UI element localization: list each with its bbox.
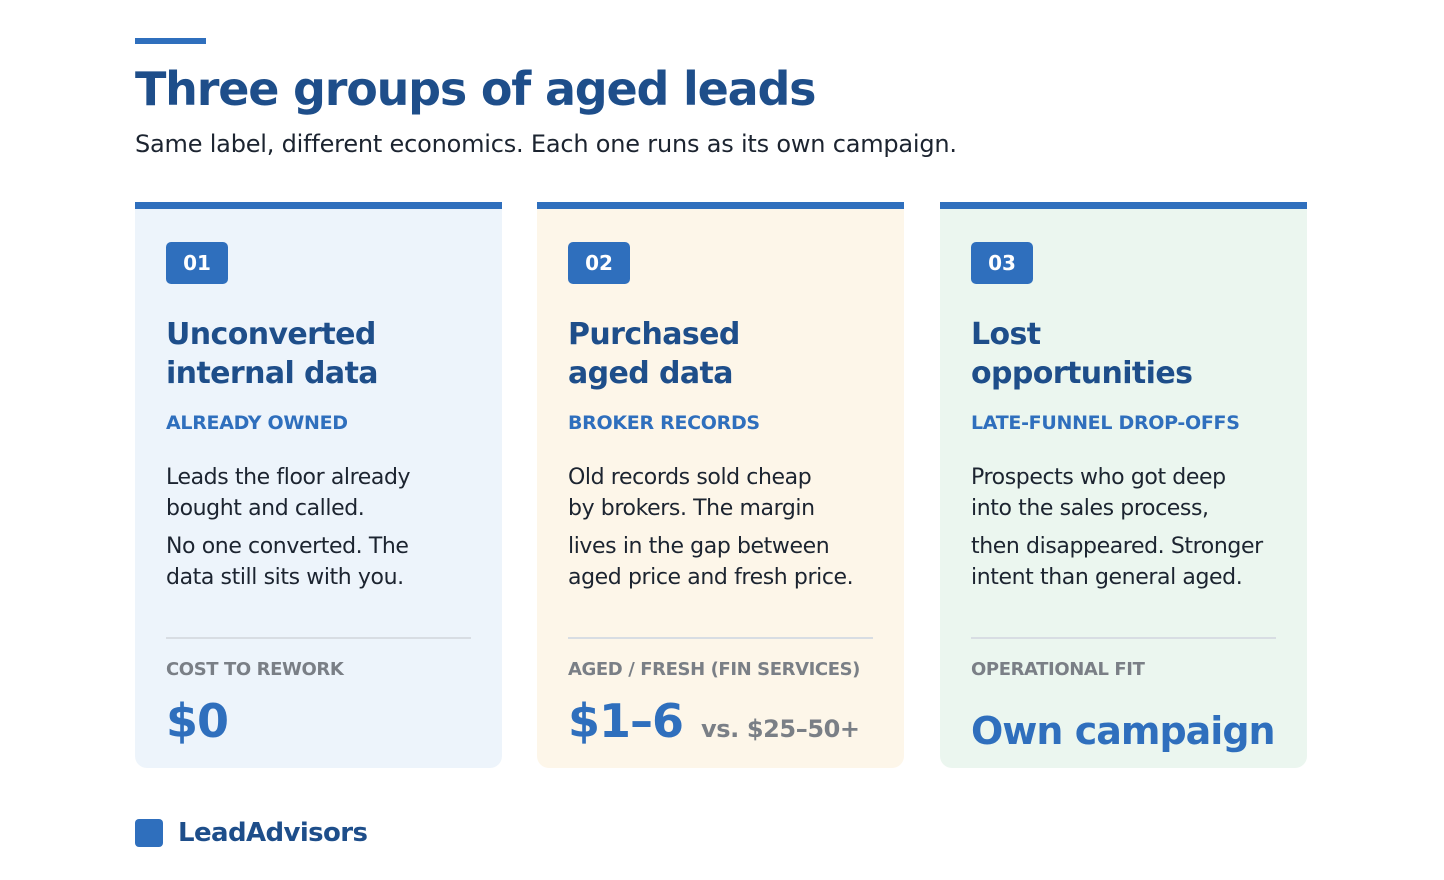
card-number-badge: 01 (166, 242, 228, 284)
card-description-line: Prospects who got deep (971, 465, 1226, 490)
card-title-line: opportunities (971, 356, 1193, 391)
card-title: Lost opportunities (971, 315, 1301, 393)
brand-name: LeadAdvisors (178, 818, 368, 848)
card-description-line: Leads the floor already (166, 465, 411, 490)
card-title-line: Lost (971, 317, 1041, 352)
card-description-line: aged price and fresh price. (568, 565, 854, 590)
card-description-line: lives in the gap between (568, 534, 830, 559)
card-title: Unconverted internal data (166, 315, 496, 393)
card-description: No one converted. The data still sits wi… (166, 531, 506, 593)
card-description: then disappeared. Stronger intent than g… (971, 531, 1311, 593)
card-title-line: aged data (568, 356, 733, 391)
card-purchased-aged-data: 02 Purchased aged data BROKER RECORDS Ol… (537, 202, 904, 768)
card-description: Old records sold cheap by brokers. The m… (568, 462, 908, 524)
card-description-line: by brokers. The margin (568, 496, 815, 521)
page-subtitle: Same label, different economics. Each on… (135, 130, 957, 158)
card-title-line: Purchased (568, 317, 740, 352)
card-description-line: into the sales process, (971, 496, 1209, 521)
card-number-badge: 02 (568, 242, 630, 284)
card-description-line: No one converted. The (166, 534, 409, 559)
card-description-line: data still sits with you. (166, 565, 404, 590)
card-metric-label: AGED / FRESH (FIN SERVICES) (568, 659, 860, 680)
card-metric-value: $0 (166, 693, 229, 749)
card-title-line: Unconverted (166, 317, 376, 352)
card-tag: BROKER RECORDS (568, 412, 760, 434)
card-tag: ALREADY OWNED (166, 412, 348, 434)
card-description: lives in the gap between aged price and … (568, 531, 908, 593)
card-metric-number: $0 (166, 694, 229, 748)
card-lost-opportunities: 03 Lost opportunities LATE-FUNNEL DROP-O… (940, 202, 1307, 768)
card-metric-label: OPERATIONAL FIT (971, 659, 1145, 680)
card-description-line: intent than general aged. (971, 565, 1243, 590)
card-number-badge: 03 (971, 242, 1033, 284)
card-metric-label: COST TO REWORK (166, 659, 344, 680)
title-accent-rule (135, 38, 206, 44)
card-divider (166, 637, 471, 639)
card-metric-number: $1–6 (568, 694, 684, 748)
card-description: Prospects who got deep into the sales pr… (971, 462, 1311, 524)
card-description-line: bought and called. (166, 496, 365, 521)
card-divider (568, 637, 873, 639)
card-description: Leads the floor already bought and calle… (166, 462, 506, 524)
card-unconverted-internal-data: 01 Unconverted internal data ALREADY OWN… (135, 202, 502, 768)
card-tag: LATE-FUNNEL DROP-OFFS (971, 412, 1240, 434)
page-title: Three groups of aged leads (135, 62, 817, 116)
card-description-line: then disappeared. Stronger (971, 534, 1263, 559)
card-metric-value: $1–6 vs. $25–50+ (568, 693, 860, 757)
card-metric-value: Own campaign (971, 703, 1276, 759)
footer-brand: LeadAdvisors (135, 818, 368, 848)
card-metric-comparison: vs. $25–50+ (701, 715, 860, 743)
card-description-line: Old records sold cheap (568, 465, 812, 490)
card-title-line: internal data (166, 356, 379, 391)
brand-logo-icon (135, 819, 163, 847)
card-metric-number: Own campaign (971, 709, 1276, 753)
card-title: Purchased aged data (568, 315, 898, 393)
card-divider (971, 637, 1276, 639)
